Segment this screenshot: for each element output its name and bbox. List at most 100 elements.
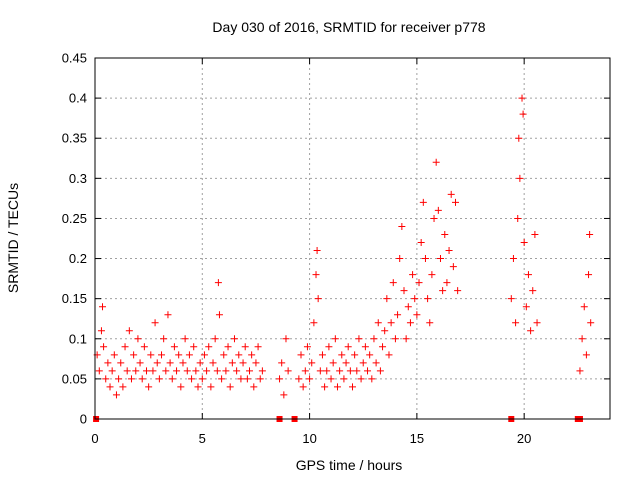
data-point xyxy=(110,351,118,359)
data-point xyxy=(215,311,223,319)
data-points xyxy=(93,94,595,422)
data-point xyxy=(452,198,459,206)
data-point xyxy=(519,110,527,118)
data-point xyxy=(411,295,419,303)
data-point xyxy=(576,367,584,375)
data-point xyxy=(336,367,344,375)
data-point xyxy=(160,335,168,343)
data-point xyxy=(198,375,206,383)
y-tick-label: 0.1 xyxy=(69,331,87,346)
y-tick-label: 0.25 xyxy=(62,211,87,226)
data-point xyxy=(194,383,202,391)
data-point xyxy=(183,367,191,375)
data-point xyxy=(203,367,211,375)
data-point xyxy=(351,351,359,359)
x-tick-label: 20 xyxy=(517,431,531,446)
data-point xyxy=(359,359,367,367)
y-tick-label: 0.15 xyxy=(62,291,87,306)
y-tick-label: 0.35 xyxy=(62,131,87,146)
data-point xyxy=(333,383,341,391)
data-point xyxy=(108,367,116,375)
data-point xyxy=(170,343,178,351)
data-point xyxy=(254,343,262,351)
data-point xyxy=(436,255,444,263)
data-point xyxy=(224,343,232,351)
x-tick-label: 5 xyxy=(199,431,206,446)
data-point xyxy=(396,255,404,263)
y-tick-label: 0.4 xyxy=(69,91,87,106)
data-point xyxy=(430,214,438,222)
data-point xyxy=(188,375,196,383)
data-point xyxy=(130,351,138,359)
data-point xyxy=(222,367,230,375)
y-tick-label: 0.45 xyxy=(62,51,87,66)
data-point xyxy=(297,351,305,359)
data-point xyxy=(368,375,376,383)
data-point xyxy=(308,359,316,367)
data-point xyxy=(527,327,535,335)
data-point xyxy=(441,230,449,238)
data-point xyxy=(507,295,515,303)
data-point xyxy=(177,383,185,391)
data-point xyxy=(580,303,588,311)
data-point xyxy=(306,375,314,383)
data-point xyxy=(313,247,321,255)
data-point xyxy=(246,367,253,375)
data-point xyxy=(136,359,144,367)
data-point xyxy=(364,367,372,375)
data-point xyxy=(179,359,187,367)
data-point xyxy=(125,327,133,335)
data-point xyxy=(151,319,159,327)
data-point xyxy=(585,271,593,279)
data-point xyxy=(586,230,594,238)
data-point xyxy=(258,367,266,375)
data-point xyxy=(209,359,217,367)
data-point xyxy=(389,279,397,287)
data-point xyxy=(104,359,112,367)
data-point xyxy=(284,367,292,375)
data-point xyxy=(325,343,333,351)
data-point xyxy=(385,351,393,359)
data-point xyxy=(303,343,311,351)
y-tick-label: 0.3 xyxy=(69,171,87,186)
y-tick-label: 0.2 xyxy=(69,251,87,266)
y-tick-label: 0 xyxy=(80,412,87,427)
data-point xyxy=(338,351,346,359)
data-point xyxy=(329,359,337,367)
data-point xyxy=(524,271,532,279)
data-point xyxy=(357,375,365,383)
data-point xyxy=(99,303,107,311)
chart-title: Day 030 of 2016, SRMTID for receiver p77… xyxy=(212,19,485,35)
data-point xyxy=(153,359,161,367)
data-point xyxy=(155,375,163,383)
data-point xyxy=(426,319,434,327)
data-point xyxy=(394,311,402,319)
data-point xyxy=(233,367,241,375)
data-point xyxy=(239,359,247,367)
data-point xyxy=(400,287,408,295)
data-point xyxy=(248,351,256,359)
data-point xyxy=(168,375,176,383)
data-point xyxy=(121,343,129,351)
data-point xyxy=(439,287,447,295)
data-point xyxy=(361,343,369,351)
data-point xyxy=(520,239,528,247)
data-point xyxy=(235,351,243,359)
data-point xyxy=(512,319,520,327)
data-point xyxy=(514,214,522,222)
data-point xyxy=(434,206,442,214)
data-point xyxy=(340,375,348,383)
data-point xyxy=(190,343,198,351)
data-point xyxy=(518,94,526,102)
data-point xyxy=(117,359,125,367)
x-axis-label: GPS time / hours xyxy=(296,457,403,473)
data-point xyxy=(312,271,320,279)
data-point xyxy=(346,367,354,375)
data-point xyxy=(327,375,335,383)
data-point xyxy=(516,174,524,182)
data-point xyxy=(409,271,417,279)
data-point xyxy=(372,359,380,367)
data-point xyxy=(449,263,457,271)
data-point xyxy=(383,295,391,303)
